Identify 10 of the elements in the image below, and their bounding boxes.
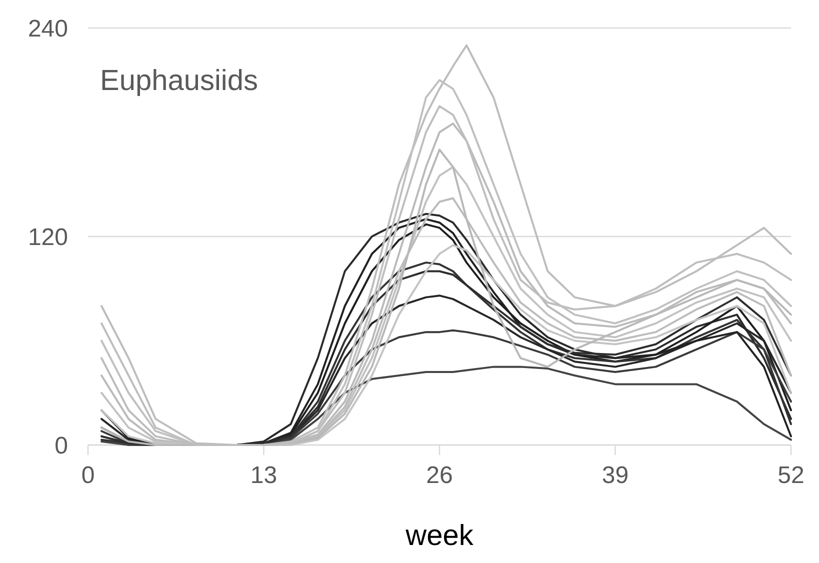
x-tick-label: 26 xyxy=(426,462,453,489)
y-tick-label: 120 xyxy=(28,224,68,251)
x-tick-label: 0 xyxy=(81,462,95,489)
x-tick-label: 13 xyxy=(250,462,278,489)
text: Euphausiids xyxy=(100,65,258,97)
x-axis-title: week xyxy=(404,520,474,552)
y-tick-label: 240 xyxy=(28,15,68,42)
x-tick-label: 52 xyxy=(778,462,804,489)
x-tick-label: 39 xyxy=(602,462,629,489)
y-tick-label: 0 xyxy=(54,432,68,460)
